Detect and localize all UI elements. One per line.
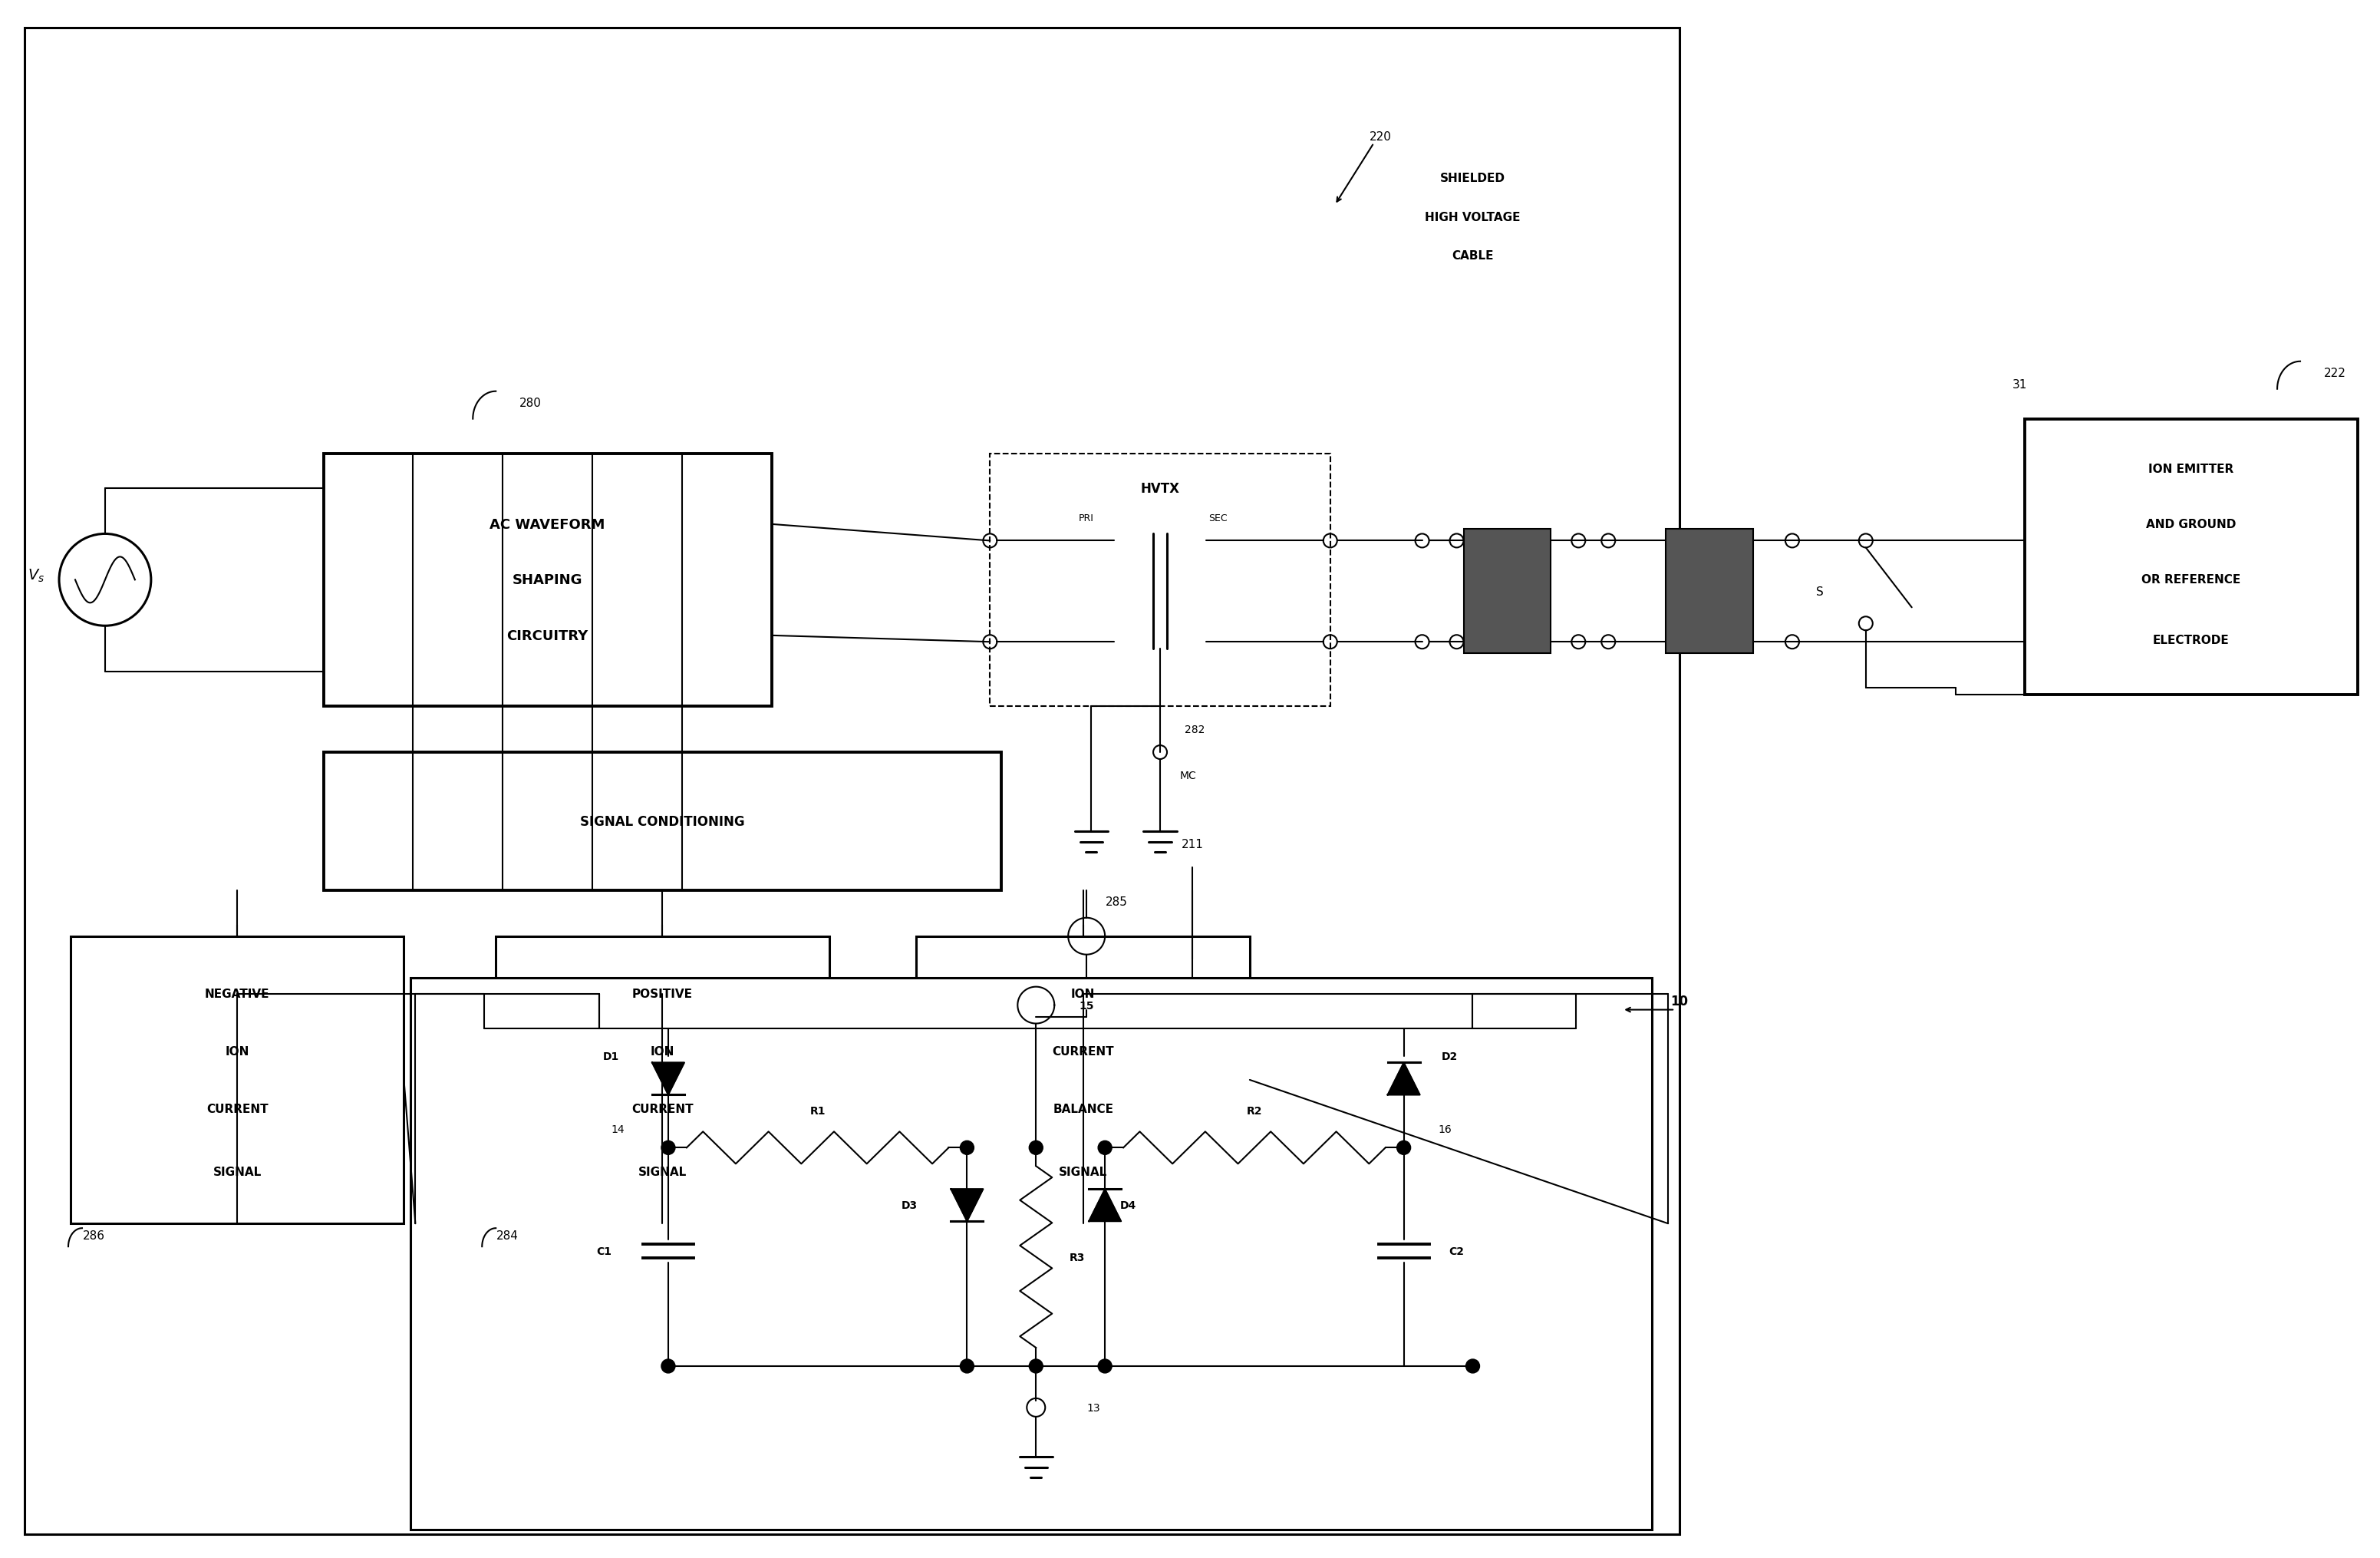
Bar (412, 978, 1652, 1530)
Text: SHAPING: SHAPING (512, 573, 583, 587)
Text: HVTX: HVTX (1140, 481, 1180, 495)
Text: 286: 286 (83, 1229, 105, 1240)
Text: 280: 280 (519, 397, 540, 410)
Bar (324, 453, 771, 707)
Bar (324, 753, 1002, 891)
Text: C1: C1 (595, 1246, 612, 1257)
Bar (1666, 530, 1754, 654)
Bar (2025, 419, 2359, 695)
Text: ELECTRODE: ELECTRODE (2154, 634, 2230, 645)
Text: ION: ION (650, 1045, 674, 1056)
Circle shape (959, 1359, 973, 1373)
Text: SIGNAL CONDITIONING: SIGNAL CONDITIONING (581, 815, 745, 829)
Text: 31: 31 (2013, 379, 2028, 391)
Text: PRI: PRI (1078, 513, 1095, 523)
Text: R2: R2 (1247, 1106, 1261, 1117)
Circle shape (1466, 1359, 1480, 1373)
Circle shape (662, 1359, 676, 1373)
Text: SIGNAL: SIGNAL (1059, 1167, 1107, 1178)
Text: D4: D4 (1119, 1200, 1135, 1211)
Text: ION: ION (1071, 988, 1095, 1000)
Text: CURRENT: CURRENT (207, 1103, 269, 1114)
Bar (495, 936, 828, 1223)
Text: D3: D3 (902, 1200, 919, 1211)
Text: C2: C2 (1449, 1246, 1464, 1257)
Bar (450, 994, 1611, 1522)
Circle shape (1097, 1359, 1111, 1373)
Text: 16: 16 (1438, 1125, 1452, 1134)
Bar (1464, 530, 1552, 654)
Text: CABLE: CABLE (1452, 251, 1495, 262)
Text: $V_s$: $V_s$ (29, 567, 45, 584)
Text: POSITIVE: POSITIVE (633, 988, 693, 1000)
Bar (71, 936, 405, 1223)
Text: SIGNAL: SIGNAL (638, 1167, 688, 1178)
Bar (24, 28, 1680, 1535)
Text: D2: D2 (1442, 1050, 1459, 1061)
Text: 282: 282 (1185, 724, 1204, 735)
Text: SEC: SEC (1209, 513, 1228, 523)
Text: HIGH VOLTAGE: HIGH VOLTAGE (1426, 212, 1521, 223)
Text: CURRENT: CURRENT (631, 1103, 693, 1114)
Circle shape (1397, 1140, 1411, 1154)
Text: NEGATIVE: NEGATIVE (205, 988, 269, 1000)
Text: CIRCUITRY: CIRCUITRY (507, 629, 588, 643)
Circle shape (662, 1140, 676, 1154)
Text: BALANCE: BALANCE (1052, 1103, 1114, 1114)
Text: SIGNAL: SIGNAL (212, 1167, 262, 1178)
Circle shape (1028, 1140, 1042, 1154)
Polygon shape (952, 1189, 983, 1221)
Text: 10: 10 (1671, 994, 1687, 1008)
Text: 220: 220 (1371, 131, 1392, 142)
Text: 13: 13 (1088, 1402, 1100, 1413)
Polygon shape (1090, 1189, 1121, 1221)
Text: R3: R3 (1069, 1251, 1085, 1262)
Text: 211: 211 (1180, 838, 1204, 851)
Text: 14: 14 (612, 1125, 624, 1134)
Text: MC: MC (1180, 770, 1197, 781)
Polygon shape (1388, 1063, 1421, 1095)
Text: AND GROUND: AND GROUND (2147, 519, 2237, 530)
Bar (916, 936, 1250, 1223)
Circle shape (1097, 1140, 1111, 1154)
Text: ION: ION (226, 1045, 250, 1056)
Text: SHIELDED: SHIELDED (1440, 173, 1504, 184)
Text: 284: 284 (497, 1229, 519, 1240)
Text: 285: 285 (1104, 896, 1128, 908)
Text: D1: D1 (602, 1050, 619, 1061)
Circle shape (1028, 1359, 1042, 1373)
Bar (990, 453, 1330, 707)
Text: OR REFERENCE: OR REFERENCE (2142, 573, 2240, 586)
Text: 15: 15 (1078, 1000, 1095, 1011)
Text: ION EMITTER: ION EMITTER (2149, 463, 2235, 475)
Polygon shape (652, 1063, 685, 1095)
Circle shape (959, 1140, 973, 1154)
Text: CURRENT: CURRENT (1052, 1045, 1114, 1056)
Text: R1: R1 (809, 1106, 826, 1117)
Text: 222: 222 (2323, 368, 2347, 379)
Text: AC WAVEFORM: AC WAVEFORM (490, 517, 605, 531)
Text: S: S (1816, 586, 1823, 597)
